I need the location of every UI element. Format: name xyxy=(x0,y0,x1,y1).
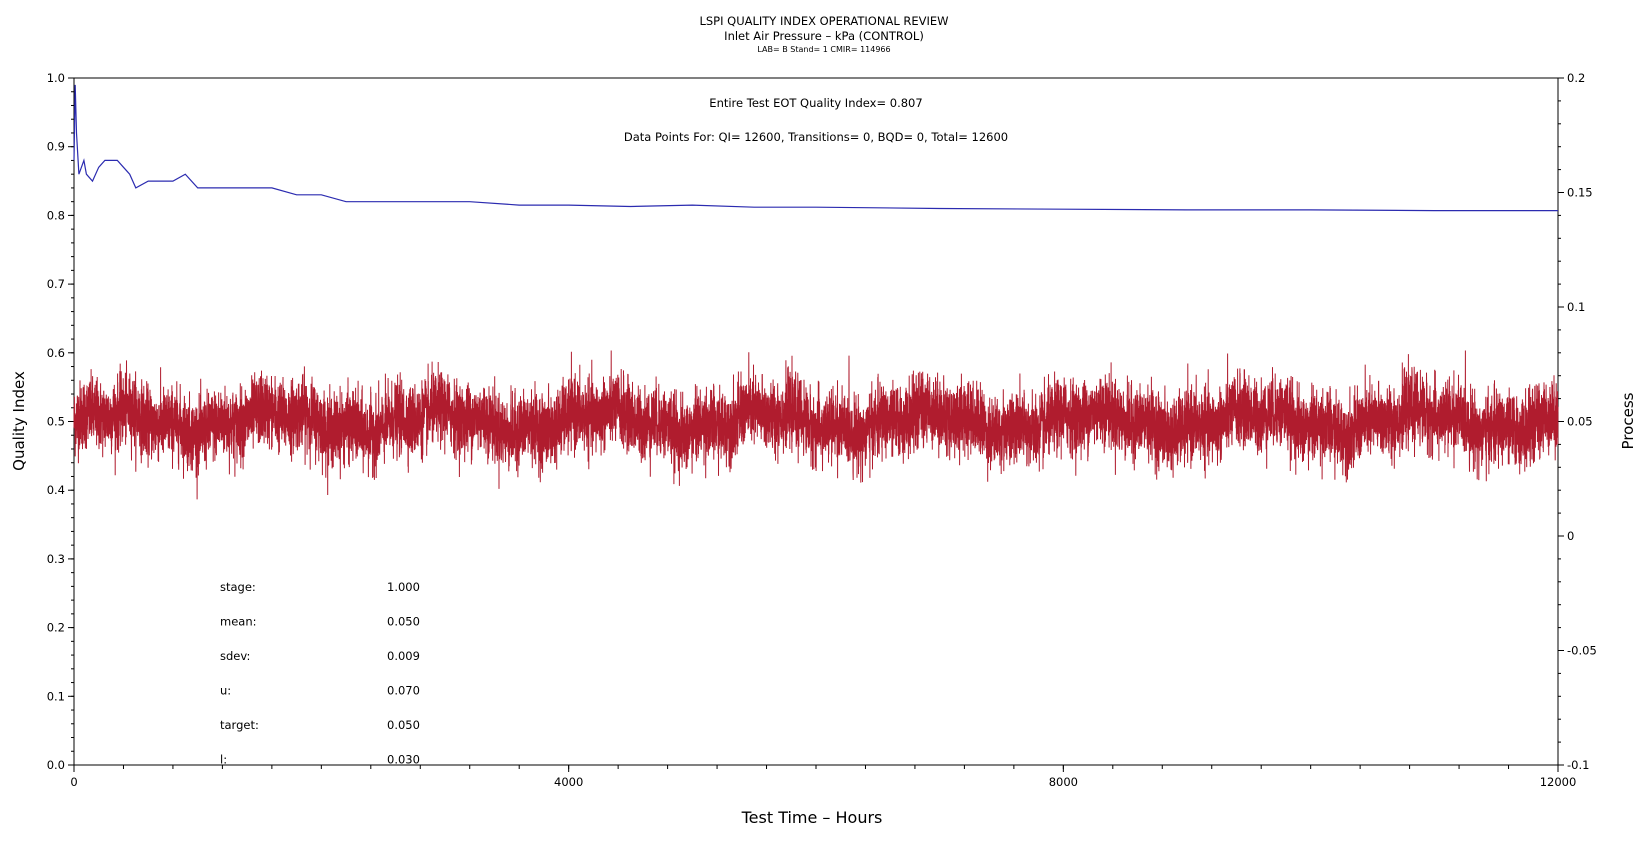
stat-value: 0.070 xyxy=(387,684,420,698)
x-tick-label: 12000 xyxy=(1540,775,1577,789)
y2-tick-label: 0.15 xyxy=(1567,186,1593,200)
data-points-annotation: Data Points For: QI= 12600, Transitions=… xyxy=(624,130,1008,144)
y2-tick-label: 0.05 xyxy=(1567,415,1593,429)
stat-label: sdev: xyxy=(220,649,250,663)
x-tick-label: 4000 xyxy=(554,775,583,789)
x-tick-label: 8000 xyxy=(1049,775,1078,789)
stat-label: l: xyxy=(220,753,227,767)
y-tick-label: 0.6 xyxy=(47,346,65,360)
stat-label: mean: xyxy=(220,615,257,629)
x-axis-label: Test Time – Hours xyxy=(741,808,883,827)
y-tick-label: 0.5 xyxy=(47,415,65,429)
stat-value: 0.030 xyxy=(387,753,420,767)
y-tick-label: 1.0 xyxy=(47,71,65,85)
chart-subtitle: Inlet Air Pressure – kPa (CONTROL) xyxy=(724,29,924,43)
y2-axis-label: Process xyxy=(1619,392,1637,449)
stat-label: u: xyxy=(220,684,231,698)
y2-tick-label: 0.2 xyxy=(1567,71,1585,85)
y-tick-label: 0.7 xyxy=(47,277,65,291)
y2-tick-label: 0.1 xyxy=(1567,300,1585,314)
y2-tick-label: -0.05 xyxy=(1567,644,1597,658)
quality-index-series-line xyxy=(73,84,1558,212)
process-series-line xyxy=(73,350,1559,500)
stat-label: target: xyxy=(220,718,259,732)
y-tick-label: 0.1 xyxy=(47,689,65,703)
x-tick-label: 0 xyxy=(70,775,77,789)
stat-label: stage: xyxy=(220,580,256,594)
y-tick-label: 0.0 xyxy=(47,758,65,772)
y-tick-label: 0.3 xyxy=(47,552,65,566)
y-axis-label: Quality Index xyxy=(10,371,28,471)
y-tick-label: 0.4 xyxy=(47,483,65,497)
y2-tick-label: -0.1 xyxy=(1567,758,1589,772)
stat-value: 0.009 xyxy=(387,649,420,663)
stat-value: 0.050 xyxy=(387,615,420,629)
eot-quality-index-annotation: Entire Test EOT Quality Index= 0.807 xyxy=(709,96,922,110)
y-tick-label: 0.9 xyxy=(47,140,65,154)
chart-info-line: LAB= B Stand= 1 CMIR= 114966 xyxy=(757,45,891,54)
y2-tick-label: 0 xyxy=(1567,529,1574,543)
y-tick-label: 0.2 xyxy=(47,621,65,635)
chart-title: LSPI QUALITY INDEX OPERATIONAL REVIEW xyxy=(699,14,949,28)
y-tick-label: 0.8 xyxy=(47,208,65,222)
stat-value: 1.000 xyxy=(387,580,420,594)
stat-value: 0.050 xyxy=(387,718,420,732)
